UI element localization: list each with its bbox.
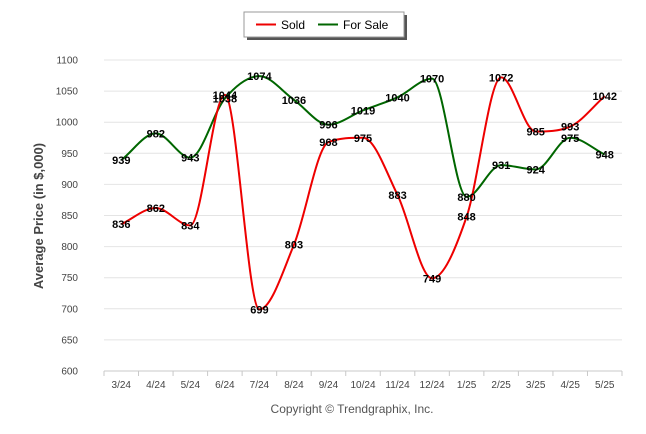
data-label-sold: 803	[285, 240, 303, 252]
x-tick-label: 2/25	[491, 380, 511, 391]
data-label-for-sale: 943	[181, 153, 199, 165]
data-label-sold: 985	[526, 127, 544, 139]
y-tick-label: 1050	[56, 87, 79, 98]
x-tick-label: 10/24	[350, 380, 375, 391]
data-label-for-sale: 948	[596, 150, 614, 162]
x-tick-label: 4/24	[146, 380, 166, 391]
y-tick-label: 950	[61, 149, 78, 160]
legend-label-sold: Sold	[281, 18, 305, 32]
legend: Sold For Sale	[243, 11, 407, 40]
data-label-sold: 975	[354, 133, 372, 145]
data-label-sold: 699	[250, 304, 268, 316]
y-tick-label: 850	[61, 211, 78, 222]
x-tick-label: 11/24	[385, 380, 410, 391]
data-labels: 836 862 834 1044 699 803 968 975 883 749 848 1072 98…	[112, 71, 617, 316]
y-axis-title: Average Price (in $,000)	[31, 143, 46, 289]
y-tick-label: 750	[61, 273, 78, 284]
x-tick-label: 6/24	[215, 380, 235, 391]
y-tick-label: 650	[61, 335, 78, 346]
x-tick-label: 5/25	[595, 380, 615, 391]
y-tick-label: 900	[61, 180, 78, 191]
series-line-for-sale	[120, 75, 606, 198]
series-lines	[120, 75, 606, 311]
data-label-for-sale: 1038	[213, 94, 237, 106]
x-tick-label: 7/24	[250, 380, 270, 391]
data-label-sold: 1072	[489, 72, 513, 84]
axes: 600 650 700 750 800 850 900 950 1000 1050 1100 3/24…	[56, 56, 623, 391]
copyright-credit: Copyright © Trendgraphix, Inc.	[271, 402, 434, 416]
data-label-for-sale: 1036	[282, 95, 306, 107]
data-label-for-sale: 880	[457, 192, 475, 204]
data-label-for-sale: 1040	[385, 92, 409, 104]
y-tick-label: 800	[61, 242, 78, 253]
x-tick-label: 8/24	[284, 380, 304, 391]
x-tick-label: 3/25	[526, 380, 546, 391]
data-label-for-sale: 996	[319, 120, 337, 132]
data-label-sold: 993	[561, 122, 579, 134]
x-tick-label: 1/25	[457, 380, 477, 391]
x-tick-label: 4/25	[560, 380, 580, 391]
x-tick-label: 9/24	[319, 380, 339, 391]
data-label-sold: 836	[112, 219, 130, 231]
x-tick-label: 3/24	[112, 380, 132, 391]
data-label-sold: 862	[147, 203, 165, 215]
data-label-sold: 1042	[592, 91, 616, 103]
data-label-sold: 883	[388, 190, 406, 202]
data-label-for-sale: 1074	[247, 71, 272, 83]
data-label-for-sale: 939	[112, 155, 130, 167]
data-label-for-sale: 975	[561, 133, 579, 145]
y-tick-label: 1000	[56, 118, 79, 129]
data-label-for-sale: 931	[492, 160, 510, 172]
y-tick-label: 700	[61, 304, 78, 315]
series-line-sold	[120, 76, 606, 311]
gridlines	[104, 59, 622, 372]
data-label-for-sale: 982	[147, 128, 165, 140]
legend-label-for-sale: For Sale	[343, 18, 389, 32]
data-label-sold: 749	[423, 273, 441, 285]
data-label-for-sale: 1070	[420, 74, 444, 86]
data-label-sold: 834	[181, 220, 200, 232]
data-label-sold: 968	[319, 137, 337, 149]
data-label-for-sale: 924	[526, 164, 545, 176]
y-tick-label: 600	[61, 367, 78, 378]
data-label-sold: 848	[457, 212, 475, 224]
y-tick-label: 1100	[56, 56, 78, 67]
x-tick-label: 12/24	[420, 380, 445, 391]
data-label-for-sale: 1019	[351, 105, 375, 117]
data-label-sold: 1044	[213, 90, 238, 102]
x-tick-label: 5/24	[181, 380, 201, 391]
